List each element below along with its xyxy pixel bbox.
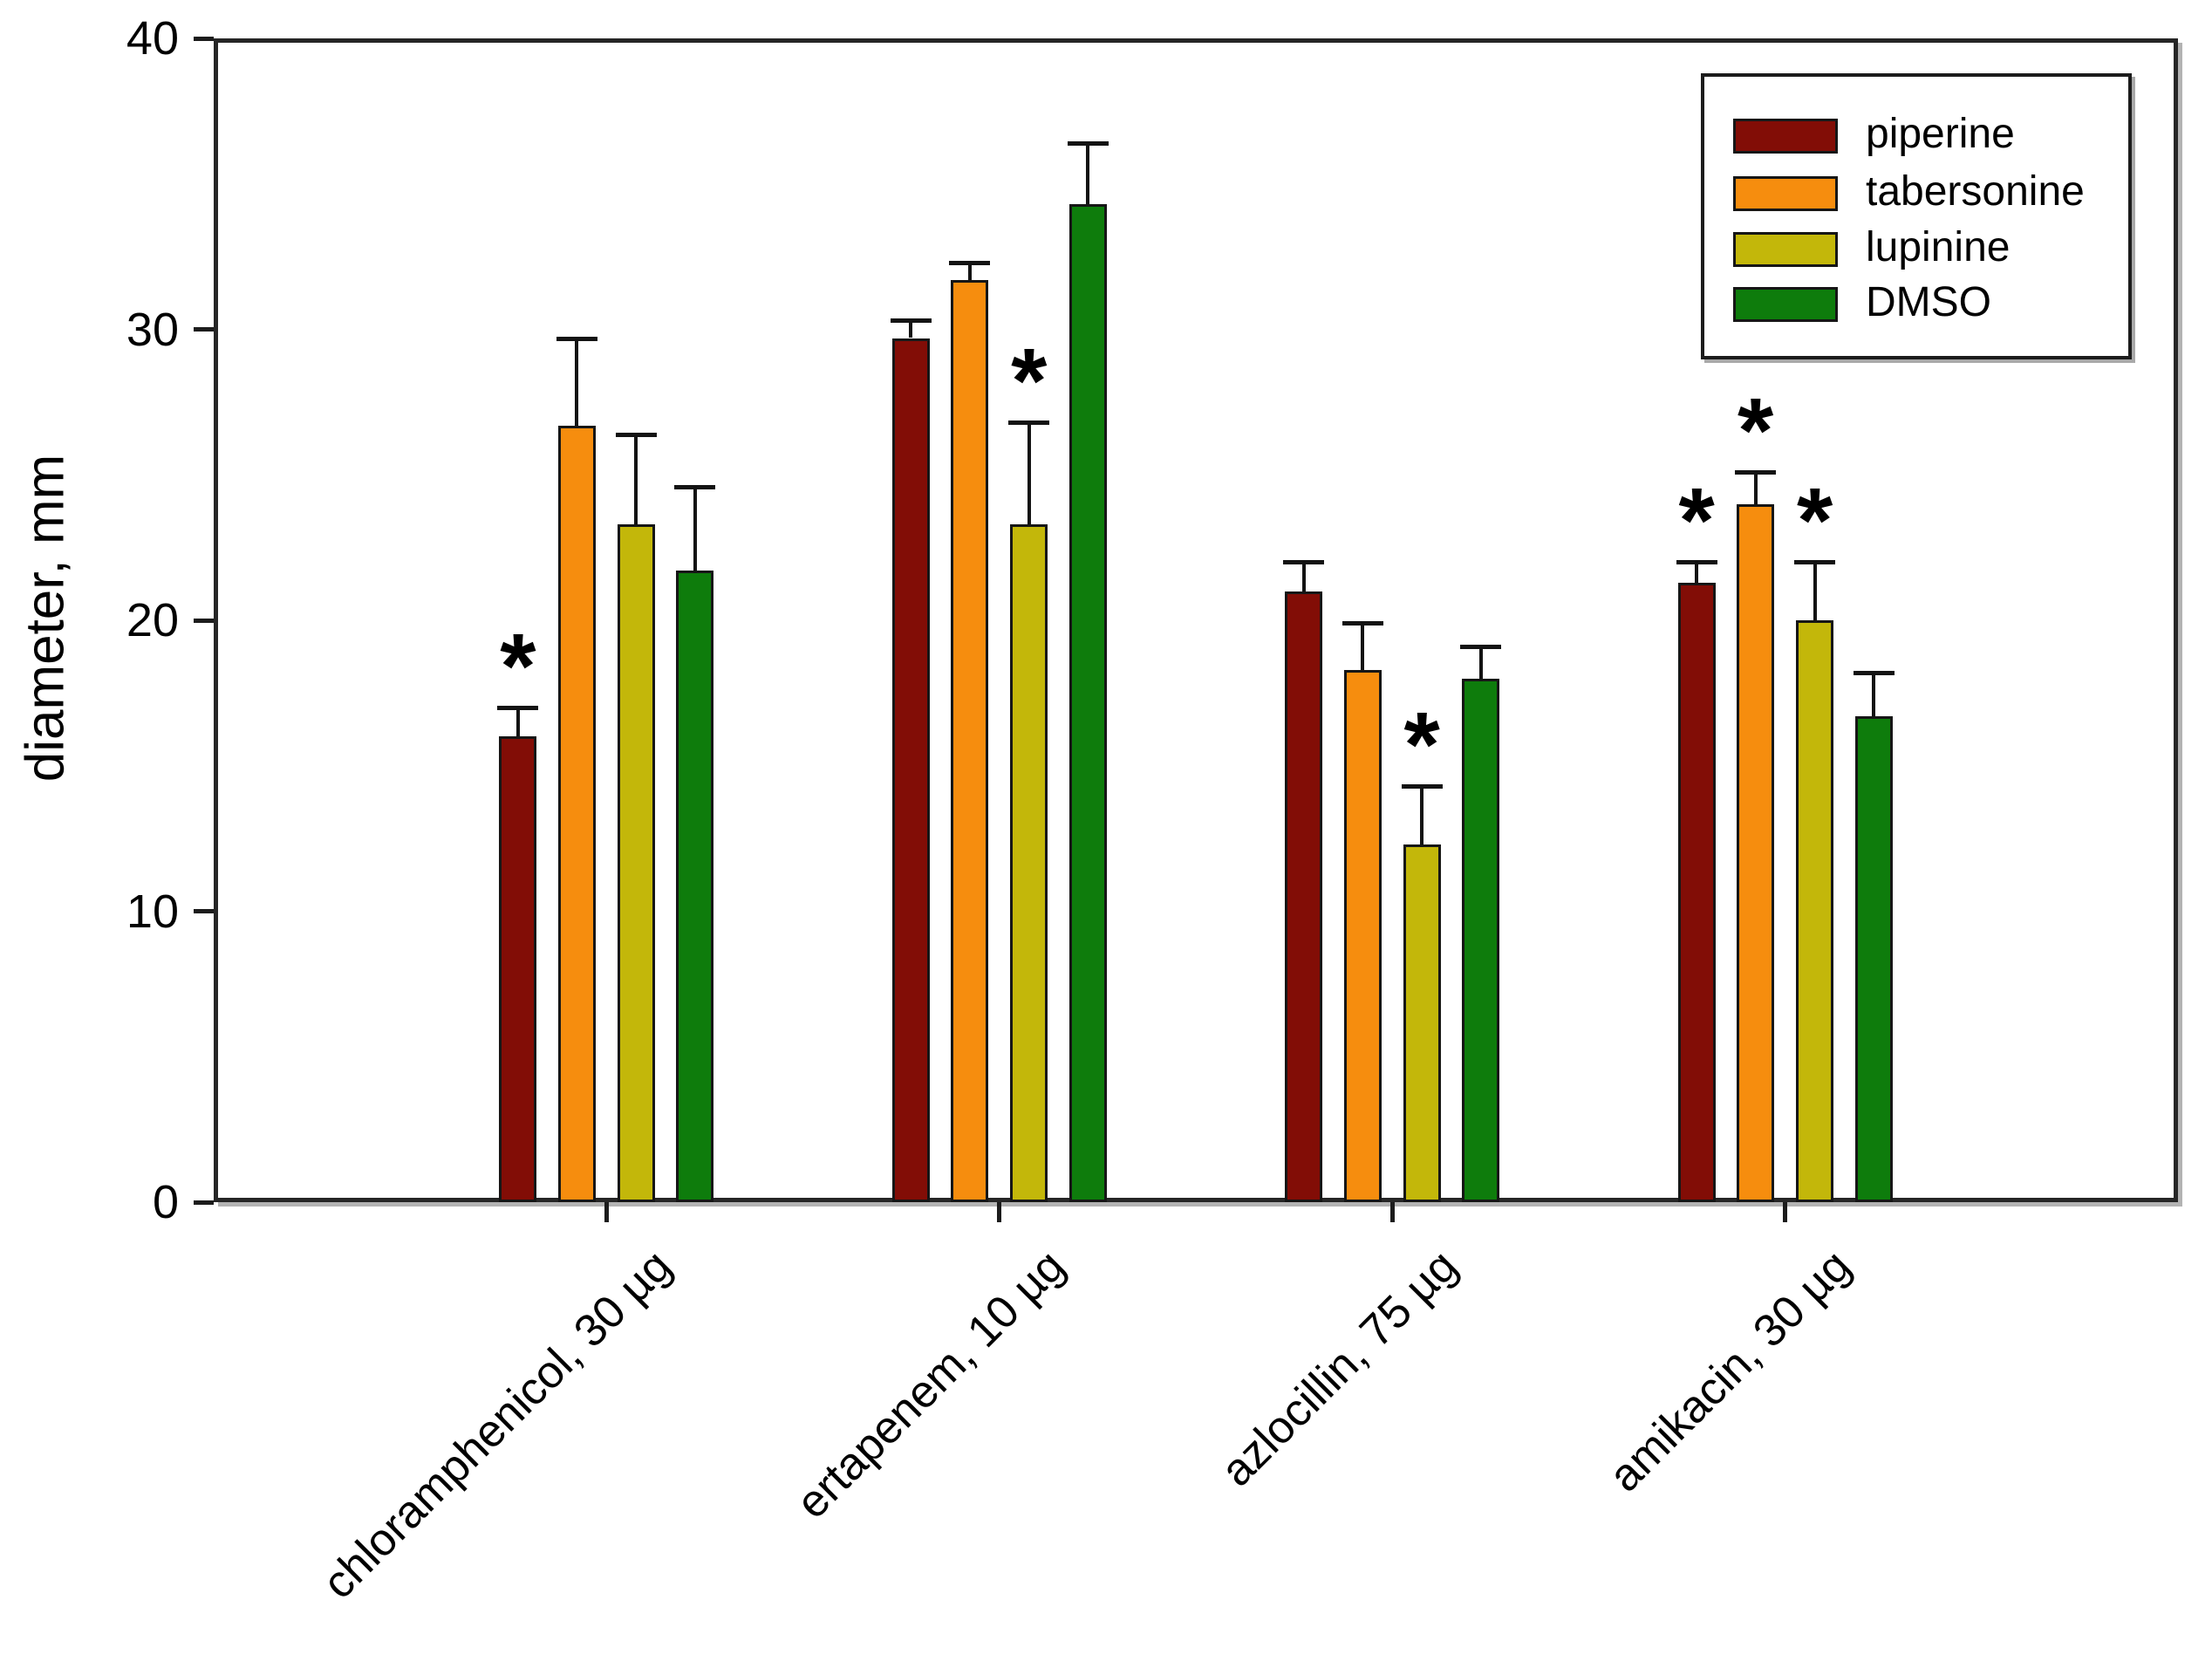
y-tick-label: 20	[126, 594, 179, 646]
bar	[1677, 582, 1716, 1202]
legend-swatch-piperine	[1733, 119, 1838, 154]
error-bar-cap	[1853, 671, 1895, 676]
bar	[1068, 204, 1107, 1202]
error-bar-cap	[1676, 560, 1717, 565]
legend-swatch-tabersonine	[1733, 176, 1838, 211]
error-bar-cap	[674, 484, 716, 489]
y-tick-label: 10	[126, 885, 179, 938]
error-bar-stem	[575, 338, 579, 426]
legend-swatch-DMSO	[1733, 287, 1838, 322]
x-axis-tick	[997, 1202, 1002, 1222]
x-axis-tick	[1389, 1202, 1395, 1222]
error-bar-stem	[1420, 786, 1424, 844]
error-bar-cap	[1342, 621, 1383, 626]
y-axis-tick	[194, 1200, 214, 1205]
y-axis-tick	[194, 618, 214, 623]
error-bar-stem	[515, 708, 520, 737]
bar	[1737, 503, 1775, 1202]
error-bar-cap	[1794, 560, 1836, 565]
significance-asterisk: *	[1737, 379, 1774, 482]
bar	[1403, 844, 1441, 1202]
legend-label-piperine: piperine	[1866, 111, 2015, 157]
error-bar-stem	[634, 434, 638, 524]
legend-label-DMSO: DMSO	[1866, 279, 1991, 325]
bar	[676, 571, 714, 1202]
bar	[1285, 591, 1323, 1202]
error-bar-cap	[1735, 469, 1777, 475]
y-tick-label: 0	[152, 1176, 179, 1228]
error-bar-cap	[497, 706, 539, 711]
error-bar-stem	[1478, 646, 1483, 679]
significance-asterisk: *	[500, 615, 536, 719]
bar	[951, 279, 989, 1202]
bar	[1796, 620, 1834, 1202]
y-tick-label: 40	[126, 12, 179, 65]
x-axis-tick	[604, 1202, 609, 1222]
error-bar-stem	[693, 486, 697, 571]
bar	[557, 425, 596, 1202]
legend-swatch-lupinine	[1733, 232, 1838, 267]
error-bar-stem	[1301, 562, 1306, 591]
legend-box: piperine tabersonine lupinine DMSO	[1701, 73, 2132, 359]
legend-label-tabersonine: tabersonine	[1866, 168, 2085, 215]
bar	[1854, 716, 1893, 1202]
error-bar-stem	[1753, 471, 1758, 504]
bar	[499, 736, 537, 1202]
bar	[617, 523, 655, 1202]
error-bar-cap	[1401, 784, 1443, 790]
error-bar-cap	[1283, 560, 1325, 565]
error-bar-stem	[967, 262, 972, 280]
y-tick-label: 30	[126, 303, 179, 356]
error-bar-stem	[1695, 562, 1699, 583]
error-bar-cap	[890, 318, 932, 324]
error-bar-stem	[909, 320, 913, 338]
bar	[1343, 669, 1382, 1202]
error-bar-stem	[1872, 673, 1876, 717]
error-bar-stem	[1027, 422, 1031, 524]
error-bar-cap	[1460, 645, 1502, 649]
error-bar-stem	[1361, 623, 1365, 670]
error-bar-cap	[556, 336, 597, 341]
significance-asterisk: *	[1011, 330, 1048, 434]
bar	[891, 338, 930, 1202]
error-bar-stem	[1813, 562, 1817, 620]
y-axis-tick	[194, 36, 214, 41]
error-bar-cap	[615, 432, 657, 437]
error-bar-cap	[949, 260, 991, 265]
significance-asterisk: *	[1678, 469, 1715, 573]
x-axis-tick	[1783, 1202, 1788, 1222]
error-bar-cap	[1008, 420, 1050, 426]
bar	[1010, 523, 1048, 1202]
significance-asterisk: *	[1403, 694, 1440, 797]
bar	[1462, 678, 1500, 1202]
significance-asterisk: *	[1796, 469, 1833, 573]
error-bar-cap	[1067, 141, 1109, 147]
legend-label-lupinine: lupinine	[1866, 224, 2011, 270]
y-axis-tick	[194, 327, 214, 332]
x-category-label: chloramphenicol, 30 µg	[313, 1241, 682, 1609]
error-bar-stem	[1086, 143, 1090, 205]
y-axis-tick	[194, 909, 214, 913]
